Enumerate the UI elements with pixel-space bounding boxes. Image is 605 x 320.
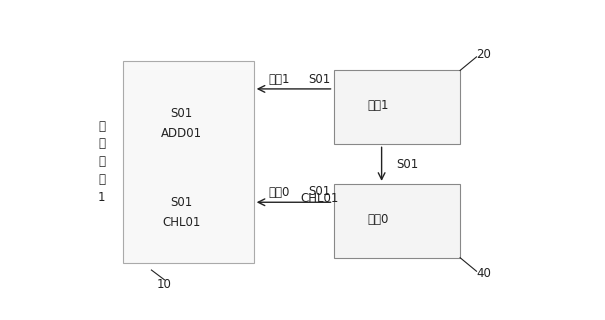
Text: 模: 模	[98, 155, 105, 168]
Bar	[333, 70, 460, 144]
Text: CHL01: CHL01	[162, 216, 201, 229]
Text: 主: 主	[98, 120, 105, 132]
Text: 1: 1	[97, 191, 105, 204]
Text: S01: S01	[171, 196, 193, 209]
Text: 控: 控	[98, 137, 105, 150]
Text: S01: S01	[309, 185, 330, 198]
Text: 40: 40	[476, 267, 491, 280]
Text: CHL01: CHL01	[300, 192, 339, 205]
Bar	[333, 184, 460, 258]
Text: 10: 10	[157, 278, 172, 291]
Text: S01: S01	[171, 107, 193, 120]
Text: 插孌1: 插孌1	[269, 73, 290, 86]
Text: 插孌0: 插孌0	[269, 186, 290, 199]
Text: ADD01: ADD01	[161, 127, 202, 140]
Text: 插头1: 插头1	[367, 100, 388, 112]
Text: 插头0: 插头0	[367, 213, 388, 226]
Text: 块: 块	[98, 173, 105, 186]
Bar	[122, 60, 254, 263]
Text: S01: S01	[309, 73, 330, 86]
Text: S01: S01	[396, 157, 419, 171]
Text: 20: 20	[476, 48, 491, 61]
